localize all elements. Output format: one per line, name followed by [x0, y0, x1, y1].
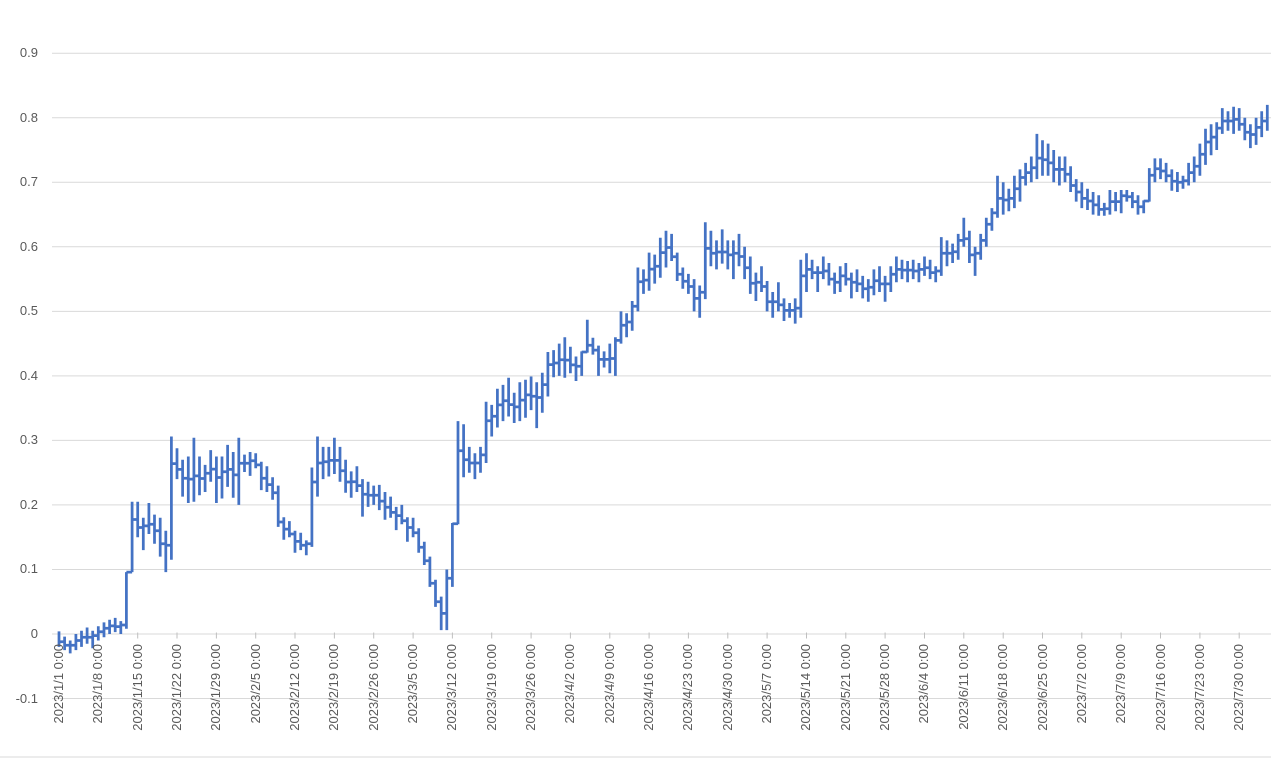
y-axis-tick-label: 0.4: [19, 367, 38, 383]
y-axis-tick-label: 0.7: [19, 174, 38, 190]
x-axis-tick-label: 2023/1/15 0:00: [129, 644, 145, 731]
x-axis-tick-label: 2023/4/9 0:00: [601, 644, 617, 724]
x-axis-tick-label: 2023/1/29 0:00: [208, 644, 224, 731]
y-axis-tick-label: 0.6: [19, 238, 38, 254]
x-axis-tick-label: 2023/3/26 0:00: [523, 644, 539, 731]
x-axis-tick-label: 2023/3/12 0:00: [444, 644, 460, 731]
x-axis-tick-label: 2023/3/5 0:00: [405, 644, 421, 724]
x-axis-tick-label: 2023/5/14 0:00: [798, 644, 814, 731]
x-axis-tick-label: 2023/7/23 0:00: [1191, 644, 1207, 731]
y-axis-tick-label: 0.3: [19, 432, 38, 448]
x-axis-tick-label: 2023/7/2 0:00: [1073, 644, 1089, 724]
x-axis-tick-label: 2023/5/7 0:00: [759, 644, 775, 724]
x-axis-tick-label: 2023/7/16 0:00: [1152, 644, 1168, 731]
x-axis-tick-label: 2023/4/23 0:00: [680, 644, 696, 731]
x-axis-tick-label: 2023/6/4 0:00: [916, 644, 932, 724]
x-axis-tick-label: 2023/6/11 0:00: [955, 644, 971, 730]
x-axis-tick-label: 2023/1/1 0:00: [51, 644, 66, 724]
x-axis-tick-label: 2023/6/18 0:00: [995, 644, 1011, 731]
y-axis-tick-label: 0: [30, 626, 38, 641]
x-axis-tick-label: 2023/5/21 0:00: [837, 644, 853, 731]
data-series-line: [57, 104, 1269, 654]
x-axis-tick-label: 2023/2/12 0:00: [287, 644, 303, 731]
x-axis-tick-label: 2023/5/28 0:00: [877, 644, 893, 731]
x-axis-tick-label: 2023/4/16 0:00: [641, 644, 657, 731]
x-axis-tick-label: 2023/2/5 0:00: [247, 644, 263, 724]
y-axis-tick-label: 0.1: [19, 561, 38, 577]
x-axis-tick-label: 2023/1/8 0:00: [90, 644, 106, 724]
x-axis-tick-label: 2023/3/19 0:00: [483, 644, 499, 731]
x-axis-tick-label: 2023/4/2 0:00: [562, 644, 578, 724]
y-axis-tick-label: 0.9: [19, 45, 38, 61]
x-axis-tick-label: 2023/7/9 0:00: [1113, 644, 1129, 724]
y-axis-tick-label: 0.2: [19, 496, 38, 512]
x-axis-tick-label: 2023/2/19 0:00: [326, 644, 342, 731]
y-axis-tick-label: 0.8: [19, 109, 38, 125]
x-axis-tick-label: 2023/4/30 0:00: [719, 644, 735, 731]
x-axis-tick-label: 2023/6/25 0:00: [1034, 644, 1050, 731]
y-axis-tick-label: 0.5: [19, 303, 38, 319]
y-axis-tick-label: -0.1: [15, 690, 38, 706]
x-axis-tick-label: 2023/7/30 0:00: [1231, 644, 1247, 731]
x-axis-tick-label: 2023/1/22 0:00: [169, 644, 185, 731]
x-axis-tick-label: 2023/2/26 0:00: [365, 644, 381, 731]
